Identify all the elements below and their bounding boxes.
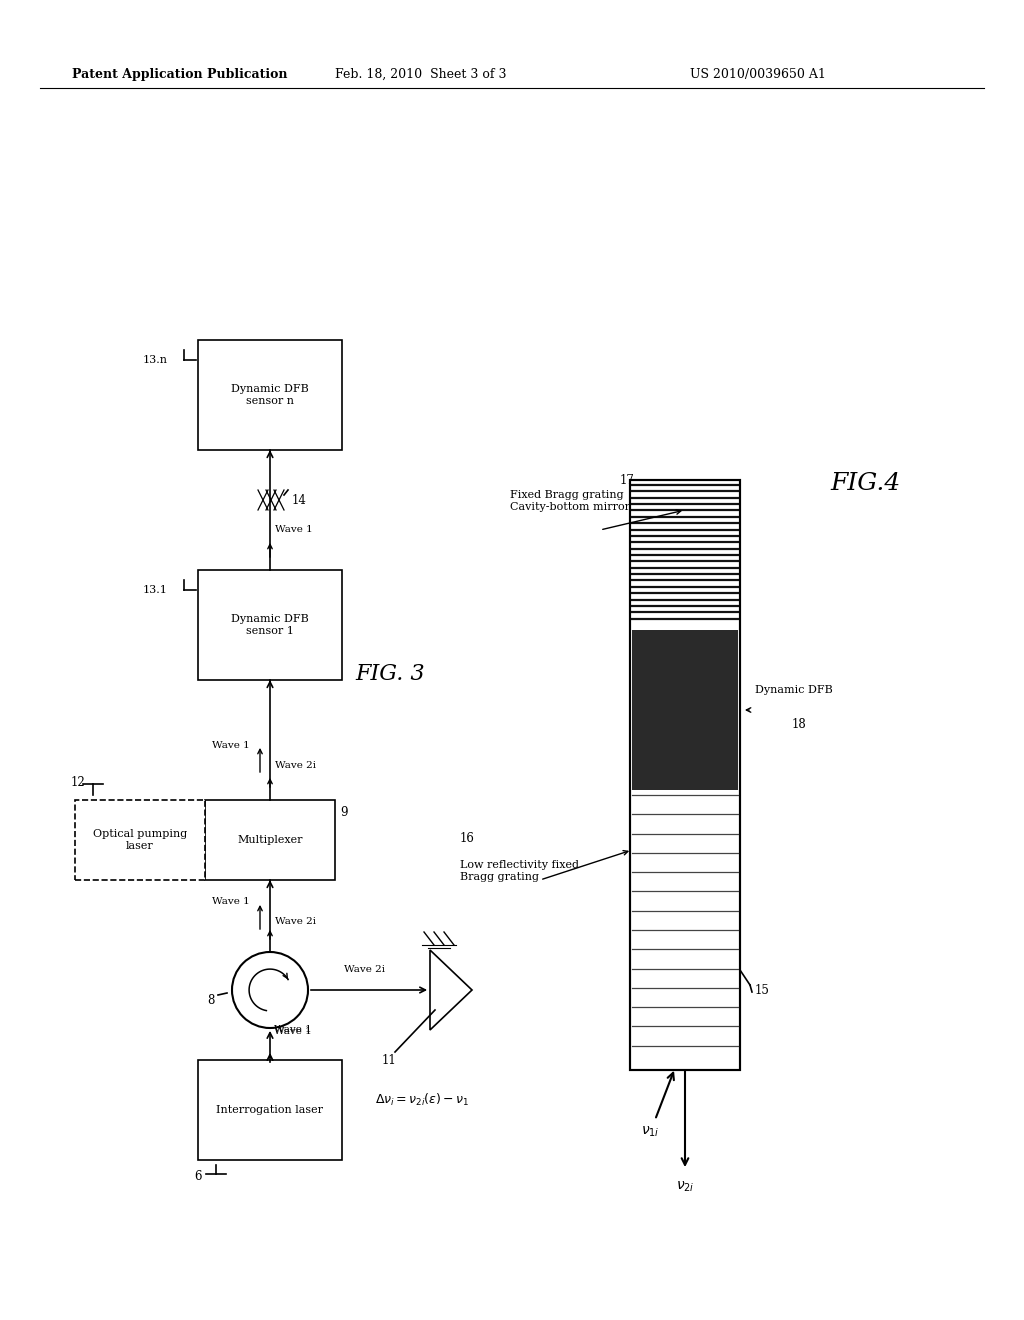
Text: 12: 12 bbox=[71, 776, 86, 788]
Text: Wave 1: Wave 1 bbox=[275, 525, 312, 535]
Text: Dynamic DFB
sensor n: Dynamic DFB sensor n bbox=[231, 384, 309, 405]
Text: $\Delta\nu_i = \nu_{2i}(\varepsilon) - \nu_1$: $\Delta\nu_i = \nu_{2i}(\varepsilon) - \… bbox=[375, 1092, 470, 1107]
Text: $\nu_{2i}$: $\nu_{2i}$ bbox=[676, 1180, 694, 1195]
Text: Wave 1: Wave 1 bbox=[212, 741, 250, 750]
Text: Patent Application Publication: Patent Application Publication bbox=[72, 69, 288, 81]
Bar bbox=[75, 800, 205, 880]
Text: Wave 2i: Wave 2i bbox=[344, 965, 385, 974]
Text: Dynamic DFB
sensor 1: Dynamic DFB sensor 1 bbox=[231, 614, 309, 636]
Text: Feb. 18, 2010  Sheet 3 of 3: Feb. 18, 2010 Sheet 3 of 3 bbox=[335, 69, 507, 81]
Text: 8: 8 bbox=[207, 994, 214, 1006]
Text: Interrogation laser: Interrogation laser bbox=[216, 1105, 324, 1115]
Bar bbox=[198, 1060, 342, 1160]
Text: 13.1: 13.1 bbox=[143, 585, 168, 595]
Text: FIG.4: FIG.4 bbox=[830, 473, 900, 495]
Text: 13.n: 13.n bbox=[143, 355, 168, 366]
Text: Wave 2i: Wave 2i bbox=[275, 917, 316, 927]
Text: 16: 16 bbox=[460, 832, 475, 845]
Text: Wave 1: Wave 1 bbox=[212, 898, 250, 907]
Bar bbox=[198, 341, 342, 450]
Text: Dynamic DFB: Dynamic DFB bbox=[755, 685, 833, 696]
Text: Low reflectivity fixed
Bragg grating: Low reflectivity fixed Bragg grating bbox=[460, 861, 579, 882]
Text: 11: 11 bbox=[382, 1053, 396, 1067]
Bar bbox=[630, 480, 740, 1071]
Text: Wave 1: Wave 1 bbox=[274, 1026, 311, 1035]
Text: $\nu_{1i}$: $\nu_{1i}$ bbox=[641, 1125, 659, 1139]
Text: Optical pumping
laser: Optical pumping laser bbox=[93, 829, 187, 851]
Text: 14: 14 bbox=[292, 494, 307, 507]
Text: FIG. 3: FIG. 3 bbox=[355, 663, 425, 685]
Text: Multiplexer: Multiplexer bbox=[238, 836, 303, 845]
Text: Fixed Bragg grating
Cavity-bottom mirror: Fixed Bragg grating Cavity-bottom mirror bbox=[510, 490, 630, 512]
Bar bbox=[630, 480, 740, 1071]
Bar bbox=[205, 800, 335, 880]
Text: 15: 15 bbox=[755, 983, 770, 997]
Text: 17: 17 bbox=[620, 474, 635, 487]
Bar bbox=[632, 630, 738, 789]
Text: Wave 2i: Wave 2i bbox=[275, 760, 316, 770]
Text: US 2010/0039650 A1: US 2010/0039650 A1 bbox=[690, 69, 826, 81]
Text: 9: 9 bbox=[340, 805, 347, 818]
Text: Wave 1: Wave 1 bbox=[274, 1027, 311, 1036]
Bar bbox=[198, 570, 342, 680]
Text: 6: 6 bbox=[194, 1170, 202, 1183]
Text: 18: 18 bbox=[792, 718, 807, 731]
